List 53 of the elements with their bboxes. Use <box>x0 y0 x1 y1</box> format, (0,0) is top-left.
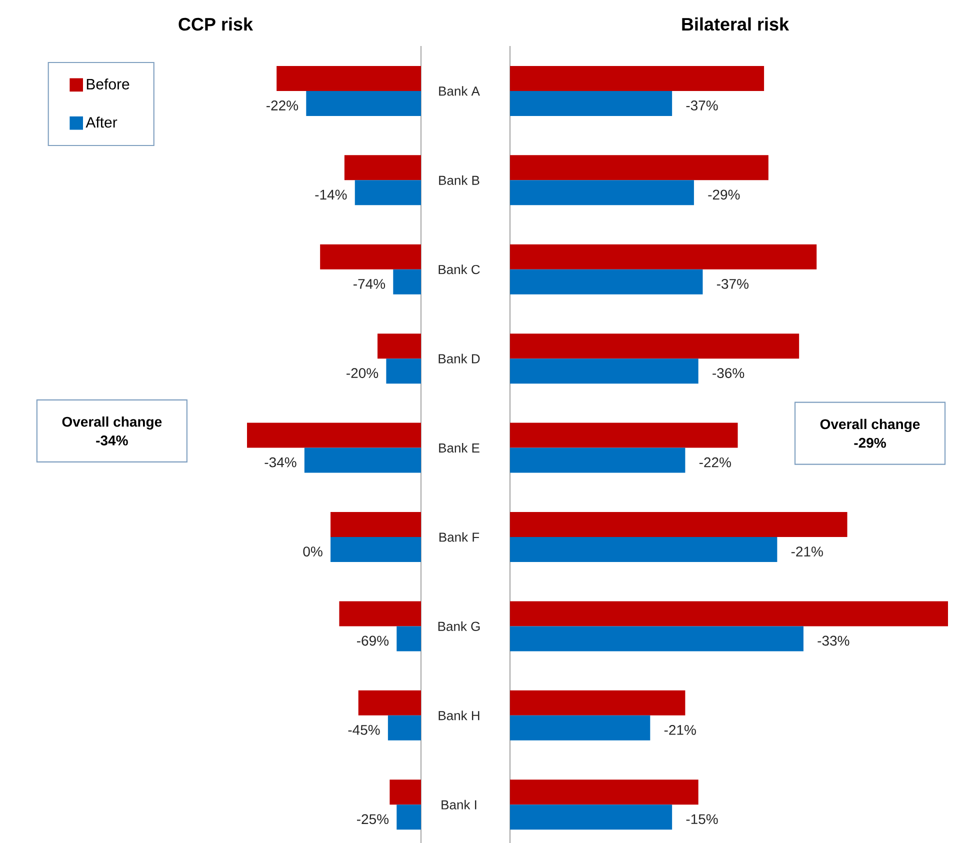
annotation: -21% <box>664 725 696 735</box>
bar <box>510 448 686 473</box>
annotation: -36% <box>712 368 744 378</box>
y-tick-label: Bank B <box>439 175 480 185</box>
bar <box>510 537 778 562</box>
annotation: 0% <box>303 546 322 556</box>
y-tick-label: Bank H <box>438 710 480 720</box>
annotation: -25% <box>356 814 389 824</box>
annotation: -33% <box>818 636 850 646</box>
y-tick-label: Bank D <box>438 354 480 364</box>
annotation: -37% <box>716 278 748 289</box>
annotation: -22% <box>699 457 731 468</box>
bar <box>510 180 694 206</box>
y-tick-label: Bank C <box>438 264 480 274</box>
y-tick-label: Bank G <box>438 621 480 631</box>
bar <box>510 66 764 91</box>
annotation: -69% <box>356 636 389 646</box>
bar <box>510 422 738 448</box>
annotation: Overall change <box>820 418 920 432</box>
chart-title: Bilateral risk <box>682 17 790 31</box>
bar <box>510 334 800 359</box>
annotation: -74% <box>354 279 386 289</box>
bar <box>510 804 672 830</box>
annotation: -45% <box>348 725 380 735</box>
bar <box>510 690 686 716</box>
text: Overall change <box>62 416 162 430</box>
legend-label: Before <box>86 78 130 90</box>
bar <box>510 626 804 652</box>
bar <box>510 358 698 384</box>
bar <box>510 244 817 270</box>
y-tick-label: Bank F <box>439 532 480 542</box>
annotation: -34% <box>264 457 296 468</box>
bar <box>510 715 650 740</box>
annotation: -22% <box>266 100 298 110</box>
bar <box>510 155 768 180</box>
annotation: -29% <box>708 190 740 200</box>
annotation: -21% <box>791 546 823 556</box>
bar <box>510 780 698 805</box>
annotation: -37% <box>686 100 718 110</box>
annotation: -20% <box>346 368 378 378</box>
annotation: -29% <box>854 438 886 448</box>
y-tick-label: Bank E <box>439 443 480 453</box>
legend-label: After <box>86 116 118 128</box>
bar <box>510 90 672 116</box>
annotation: -14% <box>315 190 347 200</box>
text: -34% <box>96 436 128 446</box>
bar <box>510 601 948 626</box>
bar <box>510 269 703 294</box>
y-tick-label: Bank I <box>442 800 476 810</box>
chart-title: CCP risk <box>178 17 254 31</box>
annotation: -15% <box>686 814 718 824</box>
y-tick-label: Bank A <box>439 86 480 96</box>
bar <box>510 512 848 538</box>
